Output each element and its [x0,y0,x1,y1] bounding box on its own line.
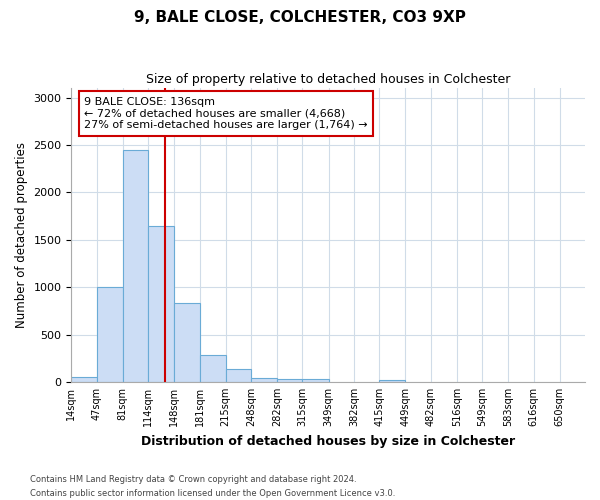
Bar [123,150,148,382]
Bar [277,378,302,382]
Bar [71,376,97,382]
Bar [226,369,251,382]
Bar [302,379,329,382]
Y-axis label: Number of detached properties: Number of detached properties [15,142,28,328]
Text: 9, BALE CLOSE, COLCHESTER, CO3 9XP: 9, BALE CLOSE, COLCHESTER, CO3 9XP [134,10,466,25]
Bar [251,378,277,382]
Text: Contains HM Land Registry data © Crown copyright and database right 2024.
Contai: Contains HM Land Registry data © Crown c… [30,476,395,498]
Bar [200,356,226,382]
Bar [97,287,123,382]
Bar [379,380,406,382]
Title: Size of property relative to detached houses in Colchester: Size of property relative to detached ho… [146,72,511,86]
Bar [148,226,174,382]
X-axis label: Distribution of detached houses by size in Colchester: Distribution of detached houses by size … [141,434,515,448]
Text: 9 BALE CLOSE: 136sqm
← 72% of detached houses are smaller (4,668)
27% of semi-de: 9 BALE CLOSE: 136sqm ← 72% of detached h… [84,97,368,130]
Bar [174,303,200,382]
